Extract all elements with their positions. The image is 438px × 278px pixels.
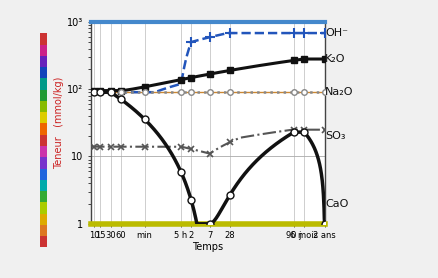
- Text: K₂O: K₂O: [325, 54, 345, 64]
- Text: Na₂O: Na₂O: [325, 87, 353, 97]
- Text: OH⁻: OH⁻: [325, 28, 347, 38]
- X-axis label: Temps: Temps: [192, 242, 223, 252]
- Text: CaO: CaO: [325, 198, 348, 208]
- Y-axis label: Teneur   (mmol/kg): Teneur (mmol/kg): [54, 77, 64, 169]
- Text: SO₃: SO₃: [325, 131, 345, 141]
